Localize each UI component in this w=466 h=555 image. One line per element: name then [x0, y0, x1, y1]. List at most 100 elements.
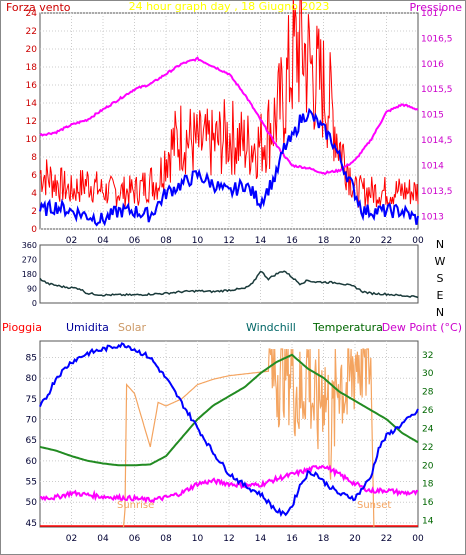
- right-tick-label: 1013,5: [421, 187, 453, 197]
- left-axis-label-1: Forza vento: [6, 1, 71, 14]
- x-tick-label: 04: [97, 236, 109, 246]
- left-tick-label: 60: [26, 457, 38, 467]
- x-tick-label: 20: [349, 534, 361, 544]
- series-speed-line: [39, 107, 419, 227]
- x-tick-label: 00: [412, 236, 424, 246]
- left-tick-label: 10: [26, 135, 38, 145]
- x-tick-label: 10: [192, 236, 204, 246]
- x-tick-label: 16: [286, 236, 298, 246]
- right-tick-label: 1017: [421, 9, 444, 19]
- left-tick-label: 80: [26, 374, 38, 384]
- left-tick-label: 85: [26, 354, 37, 364]
- left-tick-label: 70: [26, 416, 38, 426]
- series-dewpoint-line: [39, 464, 419, 505]
- right-axis-ticks-3: 14 16 18 20 22 24 26 28 30 32: [422, 351, 434, 527]
- compass-label: W: [435, 255, 446, 268]
- left-tick-label: 0: [32, 299, 37, 308]
- x-tick-label: 20: [349, 236, 361, 246]
- x-tick-label: 02: [66, 236, 77, 246]
- legend-pioggia: Pioggia: [2, 321, 42, 334]
- right-tick-label: 1014,5: [421, 136, 453, 146]
- left-tick-label: 18: [26, 63, 38, 73]
- left-tick-label: 24: [26, 9, 38, 19]
- right-tick-label: 26: [422, 406, 434, 416]
- series-1: [39, 0, 419, 227]
- right-tick-label: 1014: [421, 161, 444, 171]
- x-tick-label: 12: [223, 236, 234, 246]
- right-tick-label: 18: [422, 480, 434, 490]
- right-tick-label: 28: [422, 388, 434, 398]
- right-tick-label: 1015,5: [421, 85, 453, 95]
- legend-umidita: Umidita: [66, 321, 109, 334]
- x-tick-label: 14: [255, 236, 267, 246]
- x-axis-ticks-3: 02 04 06 08 10 12 14 16 18 20 22 00: [66, 534, 424, 544]
- x-tick-label: 08: [160, 534, 172, 544]
- left-tick-label: 8: [31, 153, 37, 163]
- compass-label: E: [437, 289, 444, 302]
- left-tick-label: 0: [31, 225, 37, 235]
- x-tick-label: 02: [66, 534, 77, 544]
- right-tick-label: 1015: [421, 111, 444, 121]
- x-tick-label: 06: [129, 236, 141, 246]
- left-tick-label: 14: [26, 99, 38, 109]
- legend-dewpoint: Dew Point (°C): [382, 321, 462, 334]
- left-axis-ticks-2: 360 270 180 90 0: [22, 241, 37, 308]
- left-tick-label: 270: [22, 256, 37, 265]
- left-tick-label: 2: [31, 207, 37, 217]
- sunrise-label: Sunrise: [117, 500, 154, 511]
- x-tick-label: 10: [192, 534, 204, 544]
- left-tick-label: 4: [31, 189, 37, 199]
- x-tick-label: 12: [223, 534, 234, 544]
- legend-windchill: Windchill: [246, 321, 296, 334]
- series-humidity-line: [39, 342, 419, 518]
- right-tick-label: 14: [422, 517, 434, 527]
- series-solar-line: [122, 348, 375, 528]
- x-tick-label: 14: [255, 534, 267, 544]
- left-tick-label: 12: [26, 117, 37, 127]
- right-tick-label: 1016,5: [421, 34, 453, 44]
- right-tick-label: 24: [422, 424, 434, 434]
- left-tick-label: 45: [26, 519, 37, 529]
- right-tick-label: 32: [422, 351, 433, 361]
- right-tick-label: 16: [422, 498, 434, 508]
- grid-2: [71, 245, 387, 303]
- series-direction-line: [39, 270, 419, 299]
- legend-solar: Solar: [118, 321, 147, 334]
- left-tick-label: 6: [31, 171, 37, 181]
- left-tick-label: 360: [22, 241, 37, 250]
- x-axis-ticks-1: 02 04 06 08 10 12 14 16 18 20 22 00: [66, 236, 424, 246]
- left-tick-label: 16: [26, 81, 38, 91]
- left-tick-label: 90: [27, 285, 37, 294]
- left-tick-label: 55: [26, 478, 37, 488]
- x-tick-label: 18: [318, 534, 330, 544]
- x-tick-label: 00: [412, 534, 424, 544]
- series-gust-line: [39, 0, 419, 208]
- right-tick-label: 20: [422, 461, 434, 471]
- left-tick-label: 65: [26, 436, 37, 446]
- compass-label: N: [436, 238, 444, 251]
- sunset-label: Sunset: [357, 500, 391, 511]
- series-pressure-line: [39, 56, 419, 176]
- series-2: [39, 270, 419, 299]
- left-tick-label: 20: [26, 45, 38, 55]
- compass-label: S: [437, 272, 444, 285]
- right-tick-label: 1016: [421, 60, 444, 70]
- series-3: [39, 342, 419, 528]
- left-tick-label: 180: [22, 270, 37, 279]
- left-tick-label: 50: [26, 498, 38, 508]
- x-tick-label: 08: [160, 236, 172, 246]
- left-axis-ticks-3: 45 50 55 60 65 70 75 80 85: [26, 354, 38, 529]
- x-tick-label: 04: [97, 534, 109, 544]
- series-temperature-line: [39, 353, 419, 467]
- right-axis-label-1: Pressione: [410, 1, 463, 14]
- x-tick-label: 22: [381, 534, 392, 544]
- compass-label: N: [436, 306, 444, 319]
- chart-title: 24 hour graph day , 18 Giugno 2023: [129, 0, 330, 13]
- x-tick-label: 16: [286, 534, 298, 544]
- left-tick-label: 75: [26, 395, 37, 405]
